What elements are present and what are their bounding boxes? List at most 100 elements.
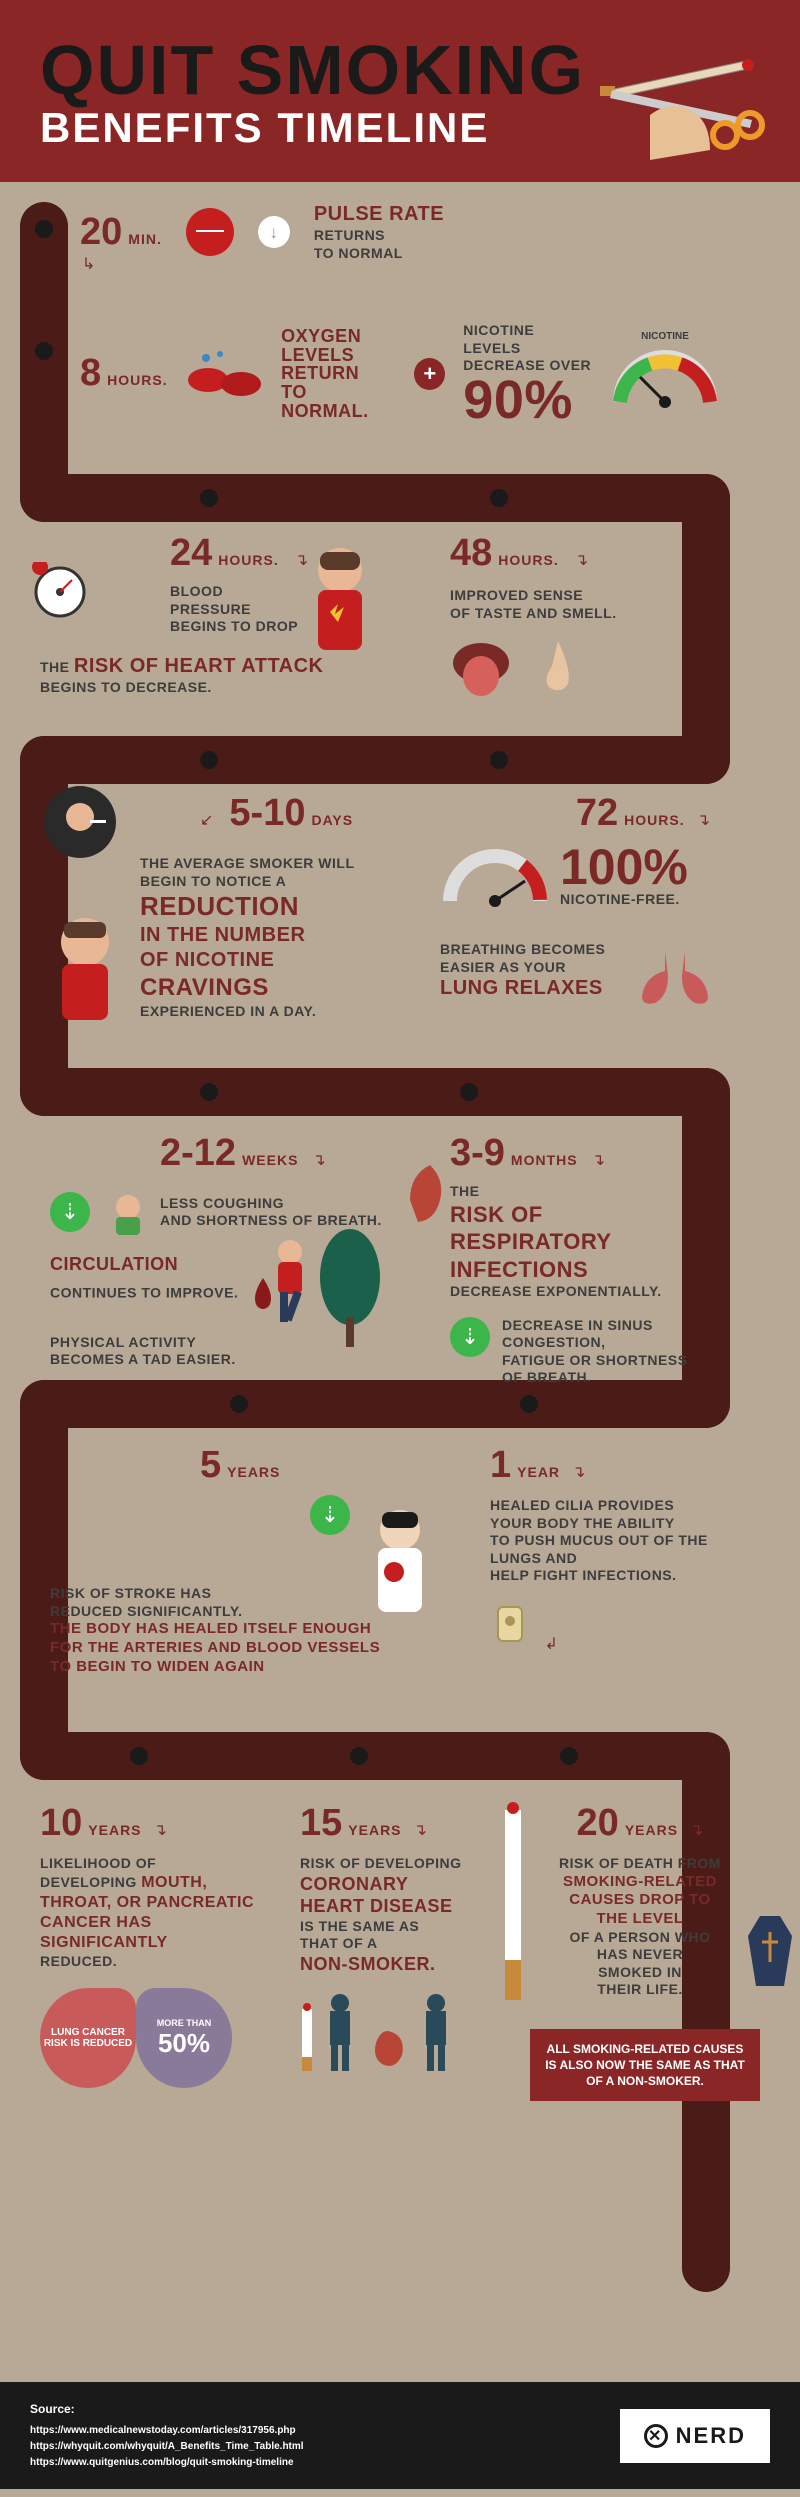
tongue-icon [450, 636, 512, 698]
green-down-arrow-icon: ⇣ [310, 1495, 350, 1535]
time-label: 48 HOURS. ↴ [450, 532, 700, 575]
cigarette-icon [300, 2003, 314, 2073]
track-dot [35, 220, 53, 238]
person-silhouette-icon [418, 1993, 454, 2073]
time-unit: YEARS [88, 1822, 141, 1838]
emphasis-text: PULSE RATE [314, 202, 444, 227]
bp-monitor-icon [30, 562, 90, 622]
time-unit: YEARS [227, 1464, 280, 1480]
time-label: 2-12 WEEKS ↴ [160, 1132, 400, 1175]
milestone-2-12weeks: 2-12 WEEKS ↴ ⇣ LESS COUGHING AND SHORTNE… [50, 1132, 400, 1369]
heart-ecg-icon [186, 208, 234, 256]
man-heart-attack-icon [350, 1504, 450, 1644]
brand-logo-icon: ✕ [644, 2424, 668, 2448]
milestone-5-10days: ↙ 5-10 DAYS THE AVERAGE SMOKER WILL BEGI… [70, 792, 410, 1020]
nicotine-gauge-icon: NICOTINE [610, 331, 720, 417]
time-value: 5-10 [229, 792, 305, 835]
time-value: 72 [576, 792, 618, 835]
track-dot [490, 489, 508, 507]
track-dot [130, 1747, 148, 1765]
time-label: 10 YEARS ↴ [40, 1802, 270, 1845]
track-segment [20, 1068, 730, 1116]
track-dot [230, 1395, 248, 1413]
time-label: 20 YEARS ↴ [530, 1802, 750, 1845]
scissors-cutting-cigarette-icon [590, 20, 770, 170]
time-value: 3-9 [450, 1132, 505, 1175]
nicotine-free-label: NICOTINE-FREE. [560, 891, 688, 909]
milestone-text: HEALED CILIA PROVIDES YOUR BODY THE ABIL… [490, 1497, 730, 1585]
plus-icon: + [414, 358, 445, 390]
milestone-text: IMPROVED SENSE OF TASTE AND SMELL. [450, 587, 700, 622]
thinking-man-icon [40, 912, 130, 1032]
source-link: https://www.medicalnewstoday.com/article… [30, 2425, 296, 2436]
milestone-10years: 10 YEARS ↴ LIKELIHOOD OF DEVELOPING MOUT… [40, 1802, 270, 2088]
milestone-text: THE RISK OF RESPIRATORY INFECTIONS DECRE… [450, 1183, 720, 1301]
cough-person-icon [102, 1189, 148, 1235]
track-dot [200, 1083, 218, 1101]
percent-100: 100% [560, 844, 688, 892]
milestone-5years: 5 YEARS ⇣ RISK OF STROKE HAS REDUCED SIG… [50, 1444, 420, 1676]
track-dot [35, 342, 53, 360]
milestone-20min: 20 MIN. ↓ PULSE RATE RETURNS TO NORMAL [80, 202, 700, 262]
coffin-icon [740, 1912, 800, 1992]
time-unit: YEARS [625, 1822, 678, 1838]
time-unit: YEARS [348, 1822, 401, 1838]
time-value: 2-12 [160, 1132, 236, 1175]
time-unit: YEAR [517, 1464, 560, 1480]
milestone-24hours: 24 HOURS. ↴ BLOOD PRESSURE BEGINS TO DRO… [70, 532, 400, 696]
jogger-tree-icon [250, 1222, 390, 1352]
milestone-text: OXYGEN LEVELS RETURN TO NORMAL. [281, 327, 396, 421]
lung-red-icon: LUNG CANCER RISK IS REDUCED [40, 1988, 136, 2088]
time-label: 1 YEAR ↴ [490, 1444, 730, 1487]
footer: Source: https://www.medicalnewstoday.com… [0, 2382, 800, 2489]
highlight-box: ALL SMOKING-RELATED CAUSES IS ALSO NOW T… [530, 2029, 760, 2102]
time-value: 15 [300, 1802, 342, 1845]
timeline-content: 20 MIN. ↓ PULSE RATE RETURNS TO NORMAL ↳… [0, 182, 800, 2382]
percent-90: 90% [463, 375, 592, 426]
time-unit: DAYS [311, 812, 353, 828]
big-cigarette-icon [500, 1802, 526, 2002]
track-dot [520, 1395, 538, 1413]
time-value: 5 [200, 1444, 221, 1487]
milestone-48hours: 48 HOURS. ↴ IMPROVED SENSE OF TASTE AND … [450, 532, 700, 698]
track-segment [20, 474, 730, 522]
time-value: 48 [450, 532, 492, 575]
milestone-15years: 15 YEARS ↴ RISK OF DEVELOPING CORONARY H… [300, 1802, 500, 2073]
track-dot [490, 751, 508, 769]
lungs-icon [630, 941, 720, 1011]
time-label: ↙ 5-10 DAYS [200, 792, 410, 835]
track-dot [200, 489, 218, 507]
time-unit: HOURS. [624, 812, 684, 828]
secondary-text: DECREASE IN SINUS CONGESTION, FATIGUE OR… [502, 1317, 688, 1387]
time-label: 3-9 MONTHS ↴ [450, 1132, 720, 1175]
smoker-head-icon [40, 782, 120, 862]
milestone-3-9months: 3-9 MONTHS ↴ THE RISK OF RESPIRATORY INF… [450, 1132, 720, 1387]
milestone-text: PULSE RATE RETURNS TO NORMAL [314, 202, 444, 262]
milestone-text: RISK OF DEVELOPING CORONARY HEART DISEAS… [300, 1855, 500, 1975]
time-label: 72 HOURS. ↴ [440, 792, 710, 835]
down-arrow-icon: ↓ [258, 216, 290, 248]
time-unit: WEEKS [242, 1152, 298, 1168]
time-value: 8 [80, 352, 101, 395]
source-link: https://www.quitgenius.com/blog/quit-smo… [30, 2457, 294, 2468]
milestone-1year: 1 YEAR ↴ HEALED CILIA PROVIDES YOUR BODY… [490, 1444, 730, 1654]
time-unit: HOURS. [498, 552, 558, 568]
milestone-text: LIKELIHOOD OF DEVELOPING MOUTH, THROAT, … [40, 1855, 270, 1970]
milestone-72hours: 72 HOURS. ↴ 100% NICOTINE-FREE. BREATHIN… [440, 792, 710, 1001]
person-silhouette-icon [322, 1993, 358, 2073]
green-down-arrow-icon: ⇣ [50, 1192, 90, 1232]
milestone-text: THE AVERAGE SMOKER WILL BEGIN TO NOTICE … [140, 855, 410, 1020]
track-segment [20, 736, 730, 784]
time-value: 10 [40, 1802, 82, 1845]
brand-name: NERD [676, 2423, 746, 2449]
time-label: 15 YEARS ↴ [300, 1802, 500, 1845]
source-label: Source: [30, 2400, 304, 2419]
brand-badge: ✕ NERD [620, 2409, 770, 2463]
time-label: 8 HOURS. [80, 352, 168, 395]
track-dot [560, 1747, 578, 1765]
time-value: 20 [80, 211, 122, 254]
time-label: 5 YEARS [200, 1444, 420, 1487]
source-link: https://whyquit.com/whyquit/A_Benefits_T… [30, 2441, 304, 2452]
lung-purple-icon: MORE THAN 50% [136, 1988, 232, 2088]
source-block: Source: https://www.medicalnewstoday.com… [30, 2400, 304, 2471]
